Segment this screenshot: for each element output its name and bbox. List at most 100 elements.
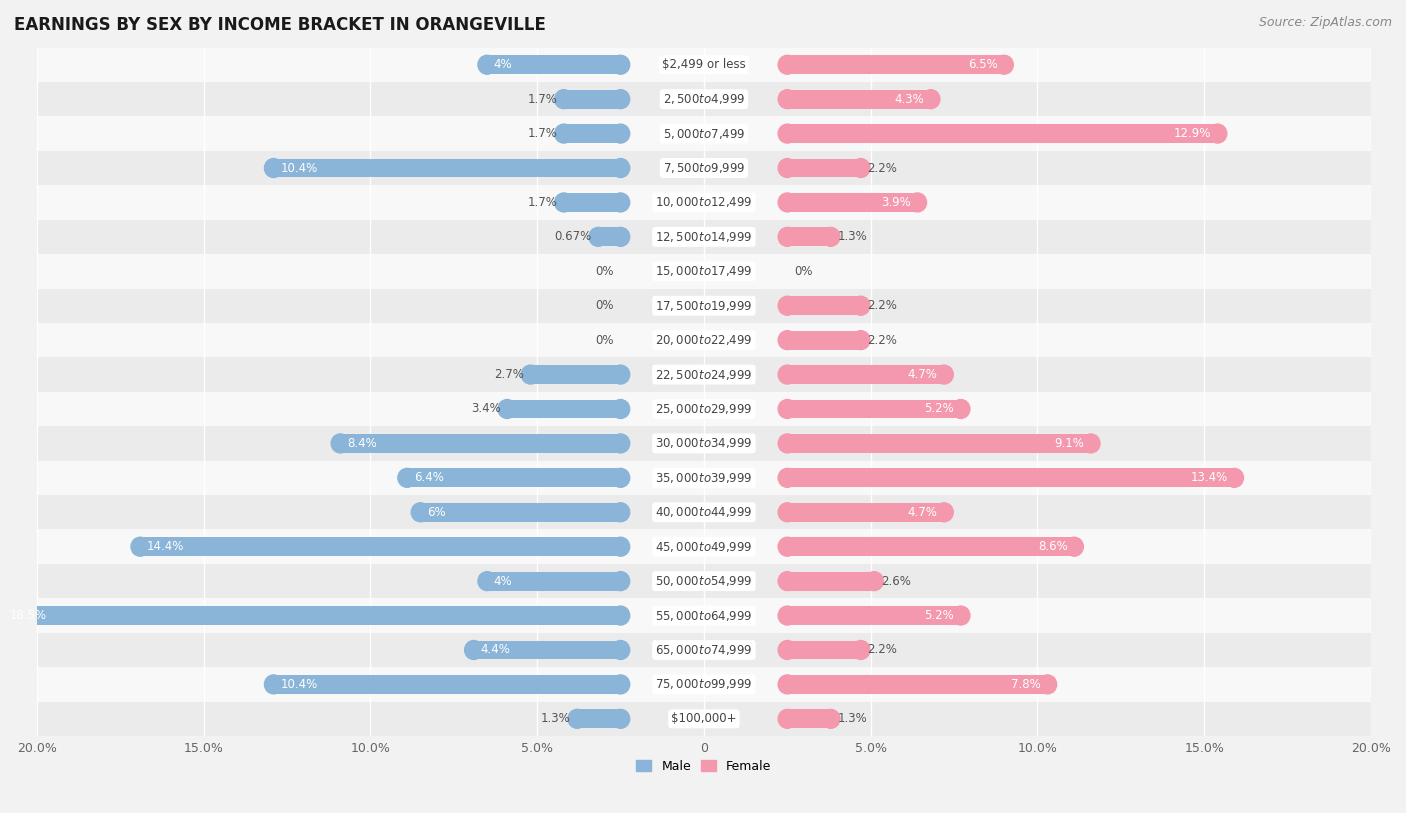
Circle shape	[921, 89, 941, 109]
Text: 4.7%: 4.7%	[907, 506, 938, 519]
Text: 0%: 0%	[595, 333, 614, 346]
Bar	[420, 502, 620, 522]
Bar	[787, 89, 931, 109]
Bar	[37, 47, 1371, 82]
Text: 2.2%: 2.2%	[868, 643, 897, 656]
Bar	[474, 641, 620, 659]
Circle shape	[778, 296, 796, 315]
Circle shape	[778, 193, 796, 212]
Circle shape	[1208, 124, 1227, 143]
Circle shape	[908, 193, 927, 212]
Bar	[37, 392, 1371, 426]
Bar	[37, 461, 1371, 495]
Text: $50,000 to $54,999: $50,000 to $54,999	[655, 574, 752, 588]
Circle shape	[131, 537, 149, 556]
Bar	[787, 537, 1074, 556]
Circle shape	[522, 365, 540, 384]
Text: $75,000 to $99,999: $75,000 to $99,999	[655, 677, 752, 691]
Circle shape	[1081, 434, 1099, 453]
Text: 12.9%: 12.9%	[1174, 127, 1211, 140]
Bar	[37, 150, 1371, 185]
Bar	[530, 365, 620, 384]
Text: 2.6%: 2.6%	[880, 575, 911, 588]
Circle shape	[778, 641, 796, 659]
Circle shape	[778, 468, 796, 487]
Circle shape	[865, 572, 883, 590]
Text: 4.3%: 4.3%	[894, 93, 924, 106]
Circle shape	[778, 606, 796, 625]
Bar	[37, 633, 1371, 667]
Text: $40,000 to $44,999: $40,000 to $44,999	[655, 505, 752, 520]
Circle shape	[612, 641, 630, 659]
Circle shape	[612, 124, 630, 143]
Text: 4.4%: 4.4%	[481, 643, 510, 656]
Circle shape	[612, 365, 630, 384]
Circle shape	[478, 55, 496, 74]
Bar	[787, 502, 943, 522]
Text: 0%: 0%	[595, 299, 614, 312]
Circle shape	[778, 710, 796, 728]
Text: 4%: 4%	[494, 575, 512, 588]
Circle shape	[821, 710, 839, 728]
Text: 4%: 4%	[494, 59, 512, 72]
Circle shape	[778, 124, 796, 143]
Legend: Male, Female: Male, Female	[631, 755, 776, 778]
Circle shape	[554, 124, 574, 143]
Circle shape	[778, 228, 796, 246]
Text: $15,000 to $17,499: $15,000 to $17,499	[655, 264, 752, 278]
Text: 0.67%: 0.67%	[554, 230, 592, 243]
Text: $2,499 or less: $2,499 or less	[662, 59, 745, 72]
Circle shape	[1038, 675, 1057, 693]
Circle shape	[778, 434, 796, 453]
Bar	[508, 399, 620, 419]
Text: $7,500 to $9,999: $7,500 to $9,999	[662, 161, 745, 175]
Text: 13.4%: 13.4%	[1191, 472, 1227, 485]
Circle shape	[778, 675, 796, 693]
Bar	[787, 434, 1091, 453]
Circle shape	[778, 55, 796, 74]
Bar	[787, 193, 917, 212]
Circle shape	[778, 365, 796, 384]
Text: 4.7%: 4.7%	[907, 368, 938, 381]
Circle shape	[995, 55, 1014, 74]
Bar	[274, 159, 620, 177]
Bar	[787, 331, 860, 350]
Circle shape	[952, 606, 970, 625]
Text: $35,000 to $39,999: $35,000 to $39,999	[655, 471, 752, 485]
Text: $10,000 to $12,499: $10,000 to $12,499	[655, 195, 752, 210]
Circle shape	[778, 572, 796, 590]
Text: 0%: 0%	[595, 265, 614, 278]
Circle shape	[612, 228, 630, 246]
Bar	[564, 89, 620, 109]
Bar	[37, 529, 1371, 564]
Text: 1.3%: 1.3%	[541, 712, 571, 725]
Text: $65,000 to $74,999: $65,000 to $74,999	[655, 643, 752, 657]
Circle shape	[1064, 537, 1084, 556]
Bar	[787, 296, 860, 315]
Bar	[486, 572, 620, 590]
Bar	[598, 228, 620, 246]
Bar	[37, 323, 1371, 358]
Text: 1.7%: 1.7%	[527, 127, 557, 140]
Bar	[37, 358, 1371, 392]
Text: 2.2%: 2.2%	[868, 299, 897, 312]
Text: 7.8%: 7.8%	[1011, 678, 1040, 691]
Text: $55,000 to $64,999: $55,000 to $64,999	[655, 609, 752, 623]
Text: 5.2%: 5.2%	[924, 609, 955, 622]
Bar	[37, 564, 1371, 598]
Bar	[787, 572, 875, 590]
Text: 3.4%: 3.4%	[471, 402, 501, 415]
Circle shape	[935, 365, 953, 384]
Circle shape	[612, 710, 630, 728]
Bar	[787, 675, 1047, 693]
Text: $100,000+: $100,000+	[671, 712, 737, 725]
Text: 3.9%: 3.9%	[882, 196, 911, 209]
Text: Source: ZipAtlas.com: Source: ZipAtlas.com	[1258, 16, 1392, 29]
Bar	[37, 702, 1371, 736]
Circle shape	[612, 55, 630, 74]
Bar	[37, 495, 1371, 529]
Bar	[37, 426, 1371, 461]
Circle shape	[778, 159, 796, 177]
Bar	[37, 116, 1371, 150]
Circle shape	[398, 468, 416, 487]
